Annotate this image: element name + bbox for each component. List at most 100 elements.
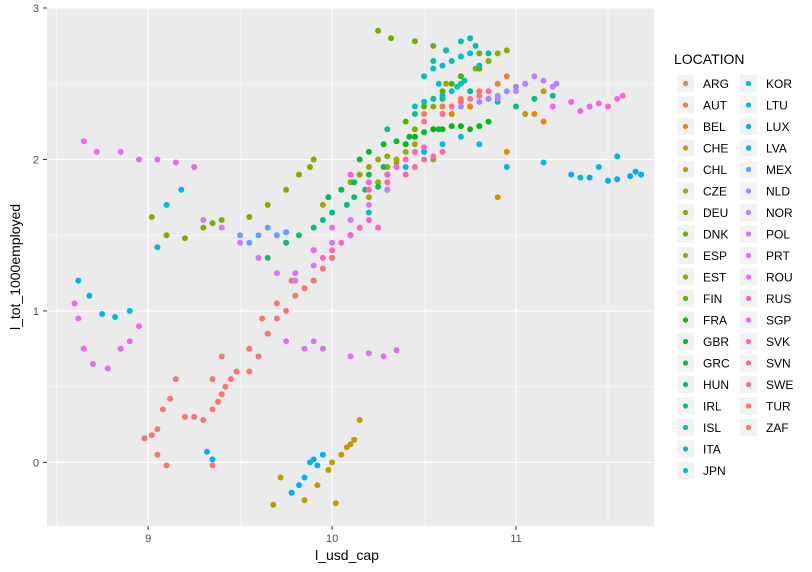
- data-point-rou: [117, 345, 124, 352]
- data-point-nld: [476, 98, 483, 105]
- legend-label-kor: KOR: [766, 77, 792, 91]
- legend-swatch-aut: [682, 102, 689, 108]
- legend-label-est: EST: [703, 271, 727, 285]
- data-point-hun: [264, 254, 271, 261]
- x-axis-title: l_usd_cap: [315, 547, 379, 563]
- data-point-fra: [448, 123, 455, 130]
- legend-label-ita: ITA: [703, 443, 721, 457]
- data-point-jpn: [435, 80, 442, 87]
- data-point-cze: [375, 179, 382, 186]
- data-point-ltu: [163, 201, 170, 208]
- data-point-fin: [402, 118, 409, 125]
- data-point-isl: [472, 42, 479, 49]
- data-point-kor: [476, 141, 483, 148]
- data-point-prt: [380, 353, 387, 360]
- data-point-fra: [411, 133, 418, 140]
- legend-label-rou: ROU: [766, 271, 793, 285]
- data-point-ltu: [577, 174, 584, 181]
- legend-label-rus: RUS: [766, 292, 791, 306]
- data-point-cze: [411, 141, 418, 148]
- data-point-rou: [154, 156, 161, 163]
- data-point-deu: [443, 80, 450, 87]
- data-point-swe: [485, 88, 492, 95]
- data-point-mex: [283, 229, 290, 236]
- data-point-fin: [448, 80, 455, 87]
- data-point-swe: [457, 98, 464, 105]
- data-point-svk: [319, 254, 326, 261]
- data-point-irl: [531, 95, 538, 102]
- y-tick-label: 0: [33, 457, 39, 469]
- data-point-rus: [614, 95, 621, 102]
- data-point-rus: [577, 108, 584, 114]
- data-point-rou: [136, 156, 142, 163]
- legend-swatch-tur: [745, 403, 752, 409]
- legend-label-esp: ESP: [703, 249, 727, 263]
- data-point-nor: [553, 80, 560, 87]
- data-point-nor: [531, 73, 538, 80]
- data-point-dnk: [375, 27, 382, 34]
- legend-swatch-grc: [682, 360, 689, 366]
- data-point-ltu: [595, 164, 602, 170]
- data-point-ita: [421, 98, 428, 105]
- data-point-zaf: [329, 254, 336, 261]
- data-point-prt: [329, 224, 336, 231]
- data-point-lux: [319, 451, 326, 458]
- data-point-svk: [338, 239, 345, 246]
- data-point-gbr: [435, 126, 442, 133]
- legend-swatch-fin: [682, 295, 689, 302]
- legend-swatch-zaf: [745, 424, 752, 431]
- data-point-rus: [549, 103, 556, 110]
- data-point-aut: [439, 103, 446, 110]
- legend-swatch-dnk: [682, 231, 689, 237]
- data-point-rou: [104, 365, 111, 372]
- data-point-irl: [411, 111, 418, 117]
- legend-background: [674, 72, 796, 482]
- legend: LOCATION ARG AUT BEL CHE CHL CZE DEU DNK ESP EST F…: [674, 51, 796, 482]
- data-point-prt: [365, 350, 372, 357]
- legend-label-arg: ARG: [703, 77, 729, 91]
- data-point-isl: [430, 58, 437, 64]
- data-point-est: [209, 220, 216, 227]
- data-point-gbr: [356, 156, 363, 163]
- data-point-esp: [319, 201, 326, 208]
- data-point-est: [264, 201, 271, 208]
- data-point-svn: [430, 153, 437, 160]
- data-point-sgp: [365, 179, 372, 186]
- data-point-isl: [457, 38, 464, 45]
- data-point-hun: [310, 224, 317, 231]
- data-point-svk: [375, 224, 382, 231]
- legend-label-sgp: SGP: [766, 314, 791, 328]
- data-point-est: [283, 186, 290, 193]
- data-point-dnk: [388, 35, 394, 42]
- data-point-svk: [329, 247, 336, 254]
- data-point-sgp: [411, 148, 418, 155]
- legend-swatch-pol: [745, 231, 752, 237]
- data-point-nld: [503, 88, 510, 95]
- data-point-rou: [191, 164, 198, 170]
- data-point-ita: [461, 77, 468, 84]
- x-tick-label: 11: [510, 533, 521, 545]
- data-point-fin: [421, 103, 428, 110]
- data-point-lva: [586, 174, 593, 181]
- data-point-tur: [227, 376, 234, 383]
- data-point-jpn: [439, 62, 446, 69]
- data-point-isl: [443, 47, 450, 54]
- legend-swatch-bel: [682, 123, 689, 130]
- data-point-zaf: [264, 330, 271, 337]
- data-point-swe: [476, 92, 483, 99]
- data-point-zaf: [273, 315, 280, 322]
- legend-swatch-deu: [682, 209, 689, 216]
- data-point-zaf: [283, 307, 290, 314]
- data-point-svk: [347, 232, 354, 239]
- data-point-esp: [393, 159, 400, 166]
- legend-swatch-nld: [745, 188, 752, 194]
- data-point-pol: [292, 277, 299, 284]
- data-point-gbr: [406, 133, 413, 140]
- data-point-kor: [402, 164, 409, 170]
- legend-swatch-che: [682, 145, 689, 151]
- data-point-bel: [448, 111, 455, 117]
- data-point-est: [246, 214, 253, 220]
- legend-swatch-chl: [682, 166, 689, 173]
- data-point-jpn: [430, 65, 437, 72]
